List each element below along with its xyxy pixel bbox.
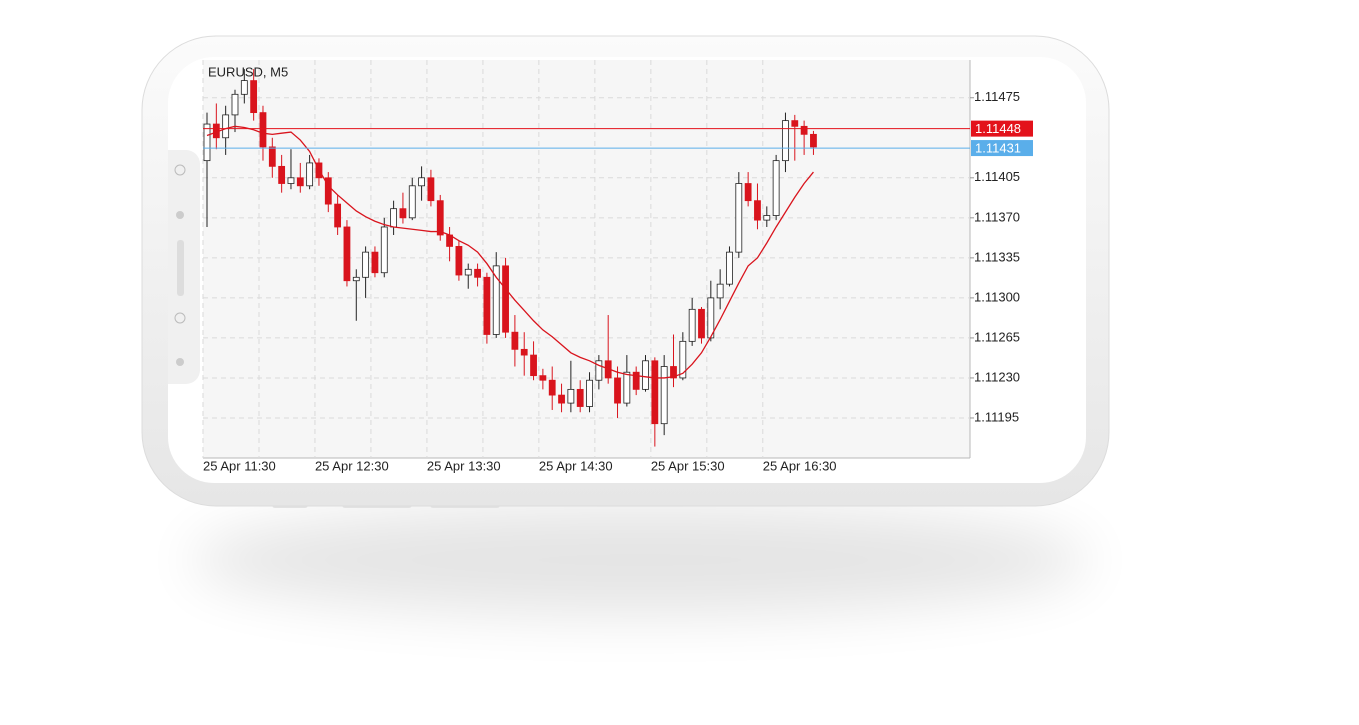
candle-body — [576, 388, 584, 407]
candle-body — [530, 354, 537, 377]
candle-body — [548, 379, 556, 396]
y-tick-label: 1.11370 — [974, 209, 1020, 224]
candle-body — [744, 183, 752, 202]
candle-body — [670, 366, 677, 379]
x-tick-label: 25 Apr 12:30 — [315, 458, 389, 473]
candle-body — [455, 246, 463, 276]
y-tick-label: 1.11195 — [974, 409, 1019, 424]
candle-body — [287, 177, 295, 184]
candle-body — [240, 80, 248, 95]
candle-body — [399, 208, 407, 219]
notch-speaker — [177, 240, 184, 296]
candle-body — [558, 394, 565, 404]
candle-body — [810, 133, 817, 148]
x-tick-label: 25 Apr 15:30 — [651, 458, 725, 473]
candle-body — [754, 200, 761, 221]
candle-body — [250, 80, 258, 114]
x-tick-label: 25 Apr 11:30 — [203, 458, 276, 473]
candle-body — [492, 265, 500, 335]
candle-body — [231, 93, 239, 116]
candle-body — [763, 215, 771, 221]
plot — [202, 60, 974, 458]
candle-body — [352, 276, 360, 282]
candle-body — [660, 366, 668, 425]
candle-body — [539, 375, 547, 381]
candle-body — [800, 125, 808, 135]
candle-body — [390, 208, 398, 228]
notch-camera — [176, 211, 184, 219]
candle-body — [782, 120, 789, 162]
candle-body — [679, 340, 687, 379]
x-tick-label: 25 Apr 14:30 — [539, 458, 613, 473]
x-tick-label: 25 Apr 13:30 — [427, 458, 501, 473]
candle-body — [642, 360, 649, 390]
candle-body — [268, 146, 276, 167]
candle-body — [408, 185, 416, 219]
candle-body — [436, 200, 444, 236]
candle-body — [278, 165, 286, 184]
candle-body — [362, 251, 370, 278]
candle-body — [688, 308, 696, 342]
candle-body — [380, 226, 388, 274]
candle-body — [324, 177, 332, 205]
candle-body — [651, 360, 659, 425]
candle-body — [334, 203, 342, 228]
candle-body — [464, 268, 472, 276]
x-tick-label: 25 Apr 16:30 — [763, 458, 837, 473]
moving-average — [206, 125, 814, 379]
candle-body — [371, 251, 379, 274]
candle-body — [502, 265, 509, 333]
candle-body — [203, 123, 211, 162]
y-tick-label: 1.11405 — [974, 169, 1020, 184]
price-tag-label: 1.11431 — [975, 141, 1021, 156]
candle-body — [623, 371, 631, 404]
candle-body — [735, 183, 743, 253]
y-tick-label: 1.11335 — [974, 249, 1020, 264]
candle-body — [474, 268, 481, 278]
phone-shadow — [190, 505, 1090, 615]
candle-body — [296, 177, 304, 187]
candle-body — [698, 308, 705, 339]
candle-body — [726, 251, 733, 285]
notch-sensor — [174, 312, 186, 324]
candle-body — [343, 226, 351, 282]
candle-body — [483, 276, 491, 335]
candle-body — [222, 114, 230, 139]
price-tag — [971, 140, 1033, 157]
notch-sensor — [174, 164, 186, 176]
candle-body — [791, 120, 799, 127]
y-tick-label: 1.11475 — [974, 89, 1020, 104]
candle-body — [511, 331, 519, 350]
candle-body — [632, 371, 640, 390]
candle-body — [427, 177, 435, 202]
price-tag — [971, 120, 1033, 137]
price-tag-label: 1.11448 — [975, 121, 1021, 136]
y-tick-label: 1.11300 — [974, 289, 1020, 304]
candle-body — [716, 283, 724, 299]
candle-body — [772, 160, 780, 216]
candle-body — [520, 348, 528, 356]
notch-camera — [176, 358, 184, 366]
candle-body — [567, 388, 575, 404]
chart-title: EURUSD, M5 — [208, 64, 288, 79]
candle-body — [259, 112, 267, 148]
candle-body — [614, 377, 621, 404]
y-tick-label: 1.11230 — [974, 369, 1020, 384]
y-tick-label: 1.11265 — [974, 329, 1020, 344]
candle-body — [306, 162, 314, 187]
candle-body — [418, 177, 425, 187]
candle-body — [586, 379, 593, 407]
candle-body — [595, 360, 603, 381]
